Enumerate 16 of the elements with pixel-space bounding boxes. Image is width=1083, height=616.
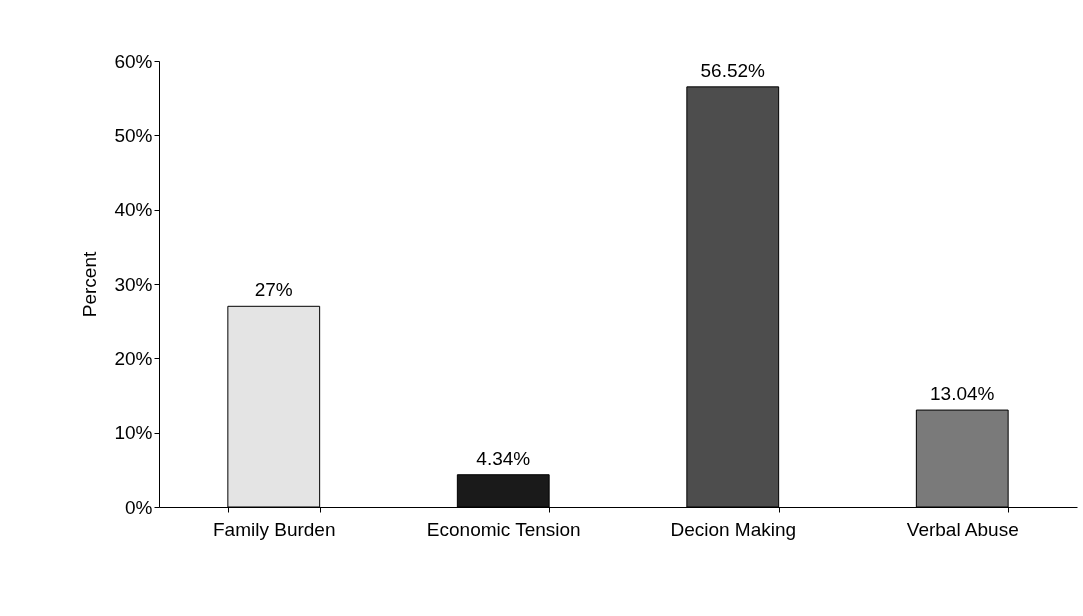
data-label: 13.04% [930, 383, 995, 405]
y-tick-label: 50% [114, 124, 153, 146]
y-axis-title: Percent [79, 251, 101, 318]
data-label: 27% [254, 279, 293, 301]
data-label: 56.52% [700, 59, 766, 81]
y-tick-label: 30% [114, 273, 153, 295]
y-tick-label: 0% [125, 496, 153, 518]
data-label: 4.34% [476, 447, 531, 469]
x-tick-label: Decion Making [670, 518, 797, 540]
x-tick-label: Economic Tension [426, 518, 581, 540]
x-tick-label: Verbal Abuse [906, 518, 1019, 540]
y-tick-label: 40% [114, 199, 153, 221]
x-tick-label: Family Burden [213, 518, 336, 540]
y-tick-label: 60% [114, 50, 153, 72]
y-tick-label: 10% [114, 422, 153, 444]
y-tick-label: 20% [114, 347, 153, 369]
